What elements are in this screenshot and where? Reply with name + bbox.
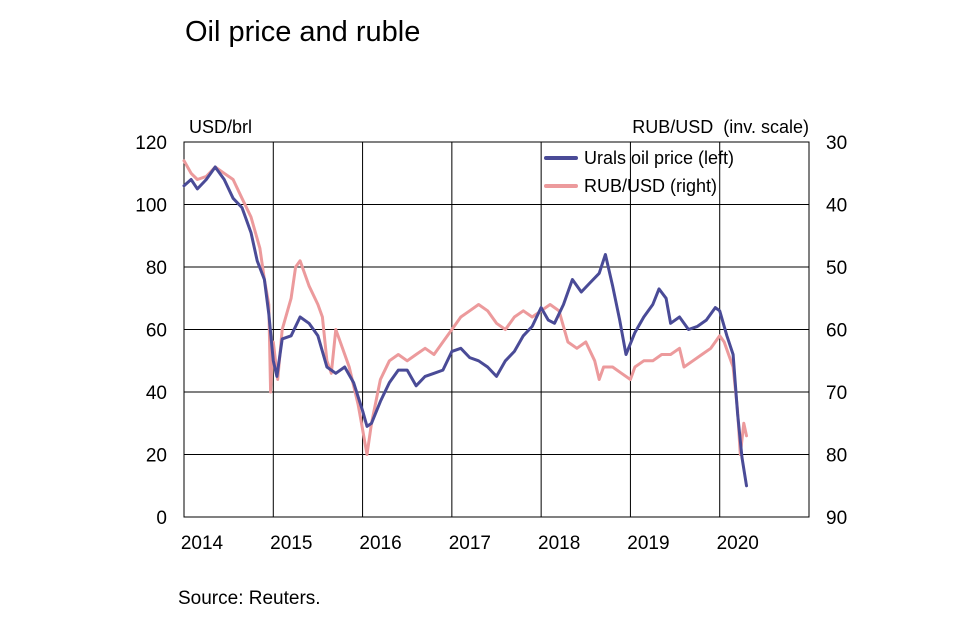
x-tick-label: 2019	[627, 533, 669, 554]
right-tick-label: 30	[826, 133, 847, 154]
legend-label-rub: RUB/USD (right)	[584, 176, 717, 196]
x-tick-label: 2014	[181, 533, 224, 554]
left-tick-label: 120	[135, 133, 167, 154]
right-tick-label: 90	[826, 508, 847, 529]
chart-title: Oil price and ruble	[185, 16, 421, 48]
right-tick-label: 70	[826, 383, 847, 404]
right-tick-label: 80	[826, 446, 847, 467]
right-axis-unit: RUB/USD (inv. scale)	[632, 117, 809, 137]
source-note: Source: Reuters.	[178, 588, 321, 609]
left-tick-label: 0	[156, 508, 167, 529]
legend: Urals oil price (left) RUB/USD (right)	[544, 148, 734, 196]
x-tick-label: 2018	[538, 533, 580, 554]
grid-lines	[183, 141, 810, 518]
plot-frame	[183, 141, 810, 518]
right-tick-label: 60	[826, 321, 847, 342]
right-tick-label: 40	[826, 196, 847, 217]
left-tick-label: 40	[146, 383, 167, 404]
left-tick-label: 20	[146, 446, 167, 467]
left-axis-unit: USD/brl	[189, 117, 252, 137]
x-tick-label: 2015	[270, 533, 312, 554]
series-line-urals	[182, 165, 748, 488]
x-tick-label: 2016	[359, 533, 401, 554]
legend-label-urals: Urals oil price (left)	[584, 148, 734, 168]
left-axis-ticks: 120 100 80 60 40 20 0	[135, 133, 167, 529]
right-tick-label: 50	[826, 258, 847, 279]
left-tick-label: 80	[146, 258, 167, 279]
left-tick-label: 60	[146, 321, 167, 342]
series-line-rub	[182, 159, 748, 456]
series-layer	[182, 159, 748, 488]
x-tick-label: 2017	[449, 533, 491, 554]
right-axis-ticks: 30 40 50 60 70 80 90	[826, 133, 847, 529]
left-tick-label: 100	[135, 196, 167, 217]
x-axis-ticks: 2014 2015 2016 2017 2018 2019 2020	[181, 533, 759, 554]
x-tick-label: 2020	[717, 533, 759, 554]
